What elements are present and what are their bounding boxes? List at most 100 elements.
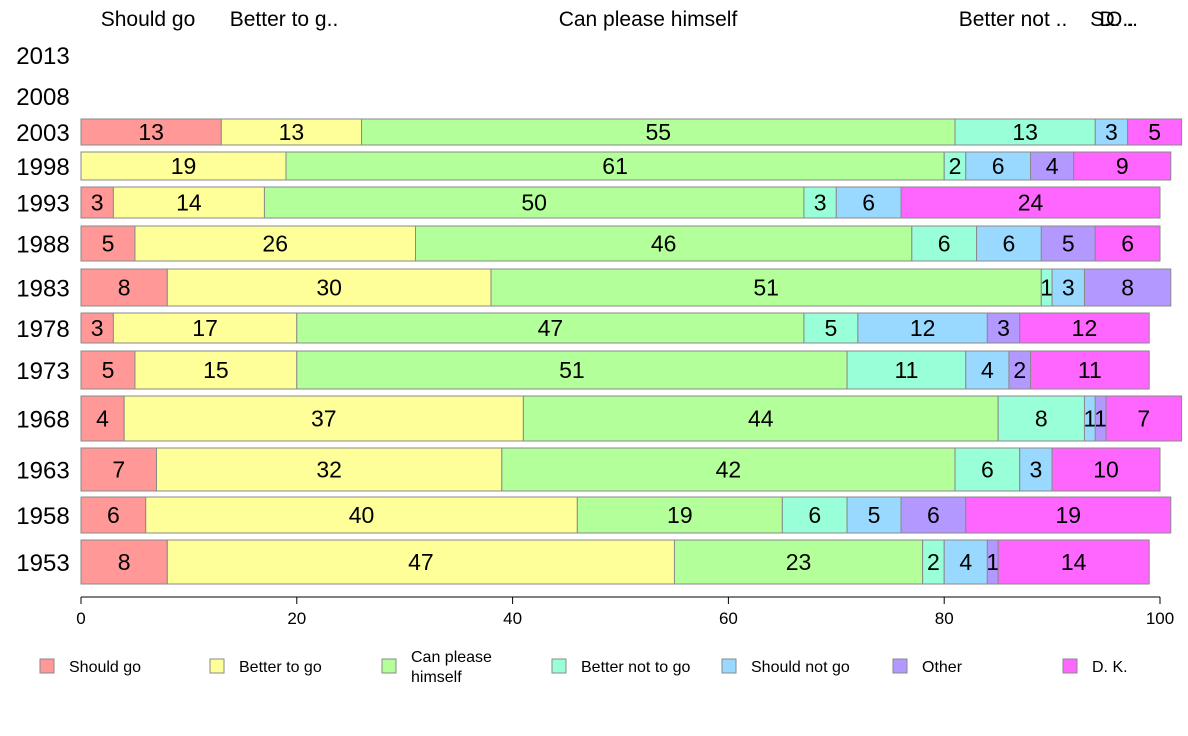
bar-segment <box>80 151 287 181</box>
bar-value-label: 2 <box>1013 357 1026 383</box>
year-label: 1998 <box>16 154 69 181</box>
bar-value-label: 4 <box>96 406 109 432</box>
bar-value-label: 6 <box>1003 231 1016 257</box>
bar-segment <box>781 496 848 534</box>
bar-value-label: 8 <box>1121 275 1134 301</box>
bar-value-label: 8 <box>1035 406 1048 432</box>
legend-swatch <box>209 658 225 674</box>
bar-value-label: 4 <box>1046 153 1059 179</box>
bar-segment <box>954 118 1096 146</box>
bar-segment <box>1019 447 1053 492</box>
bar-segment <box>1094 118 1129 146</box>
legend-swatch <box>381 658 397 674</box>
bar-value-label: 15 <box>203 357 229 383</box>
legend-swatch <box>551 658 567 674</box>
bar-segment <box>1105 395 1183 442</box>
bar-value-label: 6 <box>1121 231 1134 257</box>
legend-label: Other <box>922 659 963 676</box>
bar-segment <box>997 539 1150 585</box>
x-tick-label: 100 <box>1146 609 1174 628</box>
bar-value-label: 3 <box>1105 119 1118 145</box>
bar-value-label: 12 <box>1072 315 1098 341</box>
bar-value-label: 55 <box>645 119 671 145</box>
bar-value-label: 2 <box>949 153 962 179</box>
bar-value-label: 23 <box>786 549 812 575</box>
bar-segment <box>965 151 1032 181</box>
year-label: 1973 <box>16 358 69 385</box>
bar-segment <box>361 118 956 146</box>
bar-value-label: 61 <box>602 153 628 179</box>
top-column-label: Better to g.. <box>230 8 339 31</box>
bar-value-label: 40 <box>349 502 375 528</box>
bar-value-label: 7 <box>1137 406 1150 432</box>
year-label: 1958 <box>16 503 69 530</box>
legend-swatch <box>721 658 737 674</box>
year-label: 2008 <box>16 84 69 111</box>
bar-value-label: 5 <box>102 357 115 383</box>
bar-segment <box>954 447 1021 492</box>
legend-label: Should go <box>69 659 141 676</box>
bar-segment <box>156 447 503 492</box>
bar-segment <box>80 350 136 390</box>
year-label: 1953 <box>16 550 69 577</box>
bar-segment <box>943 539 988 585</box>
bar-segment <box>976 225 1042 262</box>
bar-segment <box>576 496 783 534</box>
bar-segment <box>145 496 578 534</box>
bar-value-label: 3 <box>91 315 104 341</box>
legend-label: Better to go <box>239 659 322 676</box>
bar-segment <box>673 539 924 585</box>
bar-segment <box>1094 225 1161 262</box>
legend-label: Can please <box>411 649 492 666</box>
bar-value-label: 13 <box>279 119 305 145</box>
bar-value-label: 14 <box>176 190 202 216</box>
legend-swatch <box>39 658 55 674</box>
year-label: 1978 <box>16 316 69 343</box>
bar-value-label: 4 <box>981 357 994 383</box>
bar-segment <box>1030 350 1150 390</box>
bar-segment <box>112 312 298 344</box>
bar-segment <box>1051 268 1085 307</box>
bar-value-label: 11 <box>1078 357 1102 383</box>
bar-segment <box>997 395 1085 442</box>
bar-value-label: 6 <box>808 502 821 528</box>
bar-segment <box>1083 268 1172 307</box>
bar-segment <box>803 312 859 344</box>
bar-value-label: 44 <box>748 406 774 432</box>
bar-segment <box>835 186 902 219</box>
bar-value-label: 6 <box>981 457 994 483</box>
bar-segment <box>134 350 298 390</box>
bar-segment <box>900 186 1161 219</box>
bar-value-label: 3 <box>1030 457 1043 483</box>
year-label: 2003 <box>16 120 69 147</box>
bar-segment <box>900 496 967 534</box>
bar-segment <box>112 186 265 219</box>
bar-value-label: 9 <box>1116 153 1129 179</box>
bar-value-label: 46 <box>651 231 677 257</box>
year-label: 1963 <box>16 458 69 485</box>
top-column-label: Should go <box>101 8 196 31</box>
bar-segment <box>986 312 1021 344</box>
bar-value-label: 6 <box>862 190 875 216</box>
legend-label: D. K. <box>1092 659 1128 676</box>
bar-value-label: 1 <box>1083 406 1096 432</box>
top-column-label: D. .. <box>1099 8 1138 31</box>
bar-value-label: 3 <box>91 190 104 216</box>
bar-segment <box>80 268 168 307</box>
bar-segment <box>80 312 114 344</box>
bar-segment <box>846 496 902 534</box>
bar-value-label: 3 <box>814 190 827 216</box>
bar-value-label: 1 <box>1094 406 1107 432</box>
bar-value-label: 5 <box>825 315 838 341</box>
top-column-label: Can please himself <box>559 8 738 31</box>
year-label: 1993 <box>16 191 69 218</box>
bar-value-label: 24 <box>1018 190 1044 216</box>
bar-value-label: 50 <box>521 190 547 216</box>
bar-value-label: 6 <box>107 502 120 528</box>
bar-value-label: 26 <box>262 231 288 257</box>
top-column-label: S.. <box>1090 8 1116 31</box>
bar-segment <box>1019 312 1150 344</box>
bar-value-label: 17 <box>192 315 218 341</box>
bar-segment <box>965 350 1010 390</box>
